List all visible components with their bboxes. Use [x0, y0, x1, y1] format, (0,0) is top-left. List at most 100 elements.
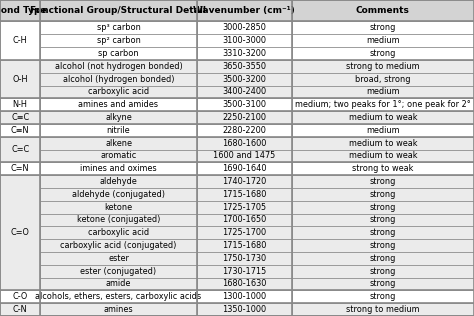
Bar: [40, 290, 197, 303]
Bar: [197, 47, 292, 60]
Bar: [197, 175, 292, 188]
Text: strong: strong: [370, 228, 396, 237]
Bar: [40, 124, 197, 137]
Text: medium: medium: [366, 36, 400, 45]
Text: alcohols, ethers, esters, carboxylic acids: alcohols, ethers, esters, carboxylic aci…: [36, 292, 201, 301]
Bar: [0, 137, 40, 162]
Bar: [40, 60, 197, 73]
Bar: [292, 21, 474, 34]
Bar: [292, 201, 474, 214]
Text: 3500-3100: 3500-3100: [222, 100, 266, 109]
Text: strong: strong: [370, 279, 396, 289]
Text: strong: strong: [370, 203, 396, 212]
Text: sp³ carbon: sp³ carbon: [97, 23, 140, 33]
Text: strong to medium: strong to medium: [346, 62, 419, 71]
Text: strong to medium: strong to medium: [346, 305, 419, 314]
Bar: [40, 21, 197, 34]
Text: medium to weak: medium to weak: [348, 139, 417, 148]
Text: amines: amines: [104, 305, 133, 314]
Bar: [197, 162, 292, 175]
Text: medium: medium: [366, 88, 400, 96]
Bar: [292, 47, 474, 60]
Text: medium: medium: [366, 126, 400, 135]
Bar: [292, 214, 474, 226]
Text: 3310-3200: 3310-3200: [222, 49, 266, 58]
Text: C=N: C=N: [11, 164, 29, 173]
Text: 1690-1640: 1690-1640: [222, 164, 266, 173]
Bar: [40, 303, 197, 316]
Bar: [292, 60, 474, 73]
Bar: [197, 290, 292, 303]
Text: nitrile: nitrile: [107, 126, 130, 135]
Bar: [197, 201, 292, 214]
Text: C-H: C-H: [13, 36, 27, 45]
Text: amines and amides: amines and amides: [79, 100, 158, 109]
Bar: [0, 175, 40, 290]
Text: carboxylic acid: carboxylic acid: [88, 88, 149, 96]
Bar: [0, 98, 40, 111]
Text: N-H: N-H: [13, 100, 27, 109]
Bar: [40, 188, 197, 201]
Bar: [0, 303, 40, 316]
Text: 1350-1000: 1350-1000: [222, 305, 266, 314]
Bar: [40, 111, 197, 124]
Text: 1300-1000: 1300-1000: [222, 292, 266, 301]
Bar: [292, 137, 474, 149]
Text: carboxylic acid: carboxylic acid: [88, 228, 149, 237]
Text: ketone: ketone: [104, 203, 133, 212]
Bar: [197, 0, 292, 21]
Bar: [40, 239, 197, 252]
Text: Wavenumber (cm⁻¹): Wavenumber (cm⁻¹): [193, 6, 295, 15]
Bar: [40, 201, 197, 214]
Bar: [40, 73, 197, 86]
Text: alcohol (hydrogen bonded): alcohol (hydrogen bonded): [63, 75, 174, 84]
Text: 1700-1650: 1700-1650: [222, 216, 266, 224]
Bar: [197, 188, 292, 201]
Text: 3400-2400: 3400-2400: [222, 88, 266, 96]
Bar: [0, 21, 40, 60]
Bar: [292, 277, 474, 290]
Text: strong to weak: strong to weak: [352, 164, 413, 173]
Text: 1730-1715: 1730-1715: [222, 267, 266, 276]
Bar: [197, 214, 292, 226]
Bar: [0, 162, 40, 175]
Bar: [292, 0, 474, 21]
Bar: [40, 214, 197, 226]
Text: 1715-1680: 1715-1680: [222, 190, 266, 199]
Text: 1725-1700: 1725-1700: [222, 228, 266, 237]
Text: Functional Group/Structural Detail: Functional Group/Structural Detail: [30, 6, 207, 15]
Text: 1680-1600: 1680-1600: [222, 139, 266, 148]
Bar: [40, 265, 197, 277]
Text: strong: strong: [370, 23, 396, 33]
Bar: [197, 111, 292, 124]
Text: medium to weak: medium to weak: [348, 151, 417, 161]
Text: 2280-2200: 2280-2200: [222, 126, 266, 135]
Bar: [197, 265, 292, 277]
Text: 3100-3000: 3100-3000: [222, 36, 266, 45]
Text: strong: strong: [370, 216, 396, 224]
Text: aromatic: aromatic: [100, 151, 137, 161]
Text: strong: strong: [370, 241, 396, 250]
Bar: [292, 124, 474, 137]
Text: alkene: alkene: [105, 139, 132, 148]
Text: strong: strong: [370, 267, 396, 276]
Bar: [197, 86, 292, 98]
Text: strong: strong: [370, 190, 396, 199]
Text: strong: strong: [370, 254, 396, 263]
Bar: [292, 149, 474, 162]
Bar: [197, 303, 292, 316]
Bar: [197, 98, 292, 111]
Text: sp carbon: sp carbon: [98, 49, 139, 58]
Text: O-H: O-H: [12, 75, 28, 84]
Bar: [197, 239, 292, 252]
Bar: [197, 124, 292, 137]
Bar: [0, 124, 40, 137]
Bar: [292, 175, 474, 188]
Text: C-O: C-O: [12, 292, 28, 301]
Text: 1680-1630: 1680-1630: [222, 279, 266, 289]
Text: aldehyde (conjugated): aldehyde (conjugated): [72, 190, 165, 199]
Text: 1750-1730: 1750-1730: [222, 254, 266, 263]
Bar: [40, 175, 197, 188]
Text: C=O: C=O: [11, 228, 29, 237]
Bar: [292, 86, 474, 98]
